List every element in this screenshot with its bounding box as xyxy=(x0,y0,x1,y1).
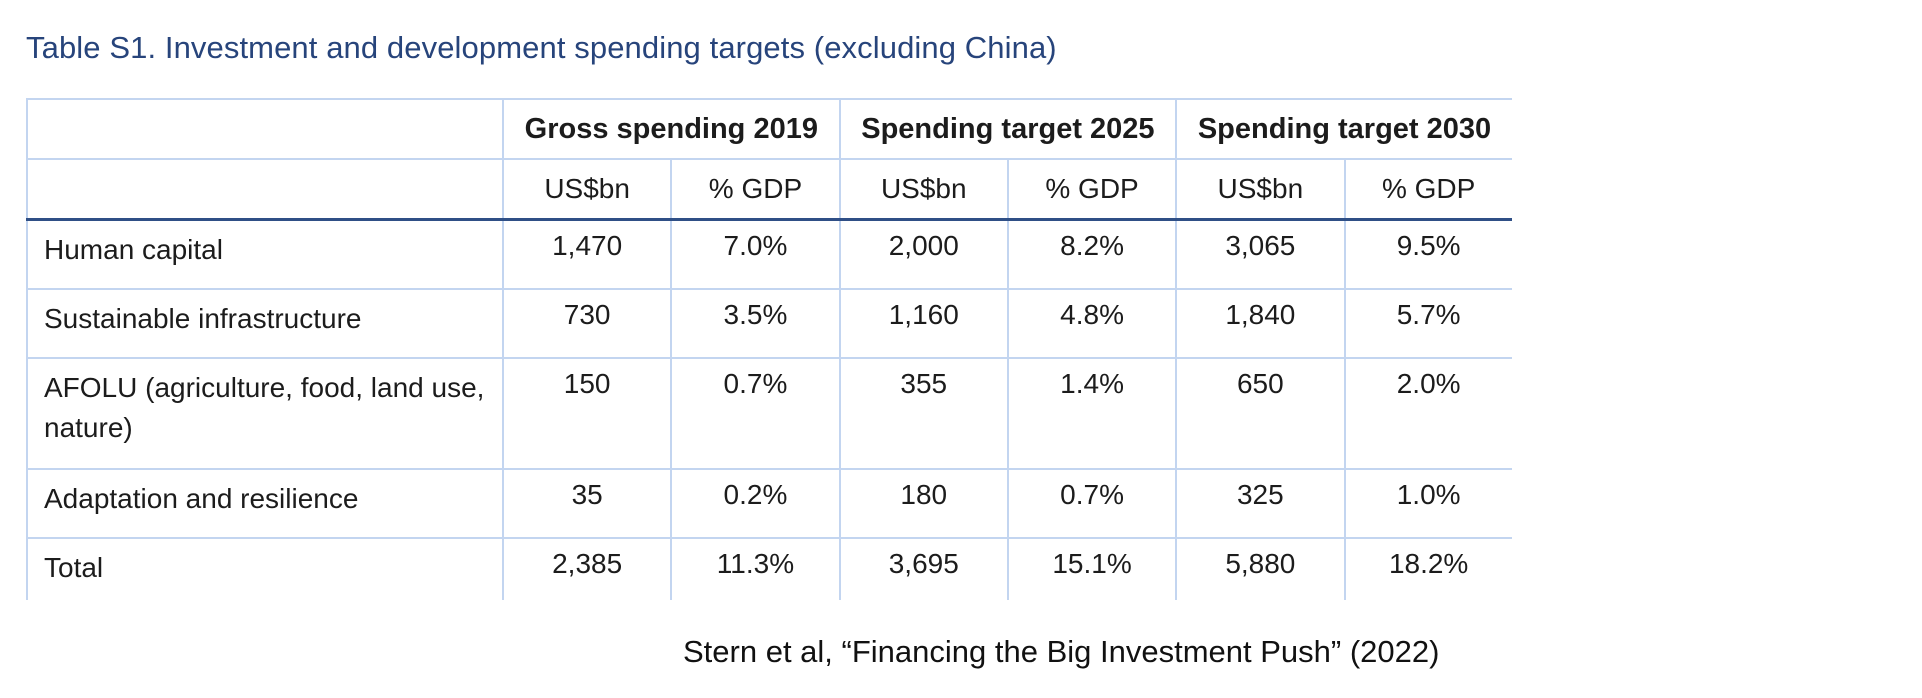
cell-value: 3,695 xyxy=(838,537,1009,600)
group-header-2030: Spending target 2030 xyxy=(1175,98,1512,160)
cell-value: 0.7% xyxy=(1006,468,1178,539)
table-title: Table S1. Investment and development spe… xyxy=(26,30,1057,65)
sub-header-gdp: % GDP xyxy=(1006,158,1178,221)
row-label: AFOLU (agriculture, food, land use, natu… xyxy=(26,357,504,470)
cell-value: 7.0% xyxy=(670,218,841,290)
sub-header-row: US$bn % GDP US$bn % GDP US$bn % GDP xyxy=(26,158,1512,221)
cell-value: 4.8% xyxy=(1006,288,1178,359)
cell-value: 5,880 xyxy=(1175,537,1346,600)
cell-value: 2,385 xyxy=(501,537,673,600)
cell-value: 355 xyxy=(838,357,1009,470)
cell-value: 1.4% xyxy=(1006,357,1178,470)
cell-value: 180 xyxy=(838,468,1009,539)
spending-table-container: Gross spending 2019 Spending target 2025… xyxy=(26,98,1512,600)
cell-value: 8.2% xyxy=(1006,218,1178,290)
cell-value: 0.7% xyxy=(670,357,841,470)
cell-value: 2.0% xyxy=(1343,357,1512,470)
total-row: Total 2,385 11.3% 3,695 15.1% 5,880 18.2… xyxy=(26,537,1512,600)
cell-value: 1.0% xyxy=(1343,468,1512,539)
source-citation: Stern et al, “Financing the Big Investme… xyxy=(683,634,1440,669)
table-row: Sustainable infrastructure 730 3.5% 1,16… xyxy=(26,288,1512,359)
row-label: Total xyxy=(26,537,504,600)
cell-value: 5.7% xyxy=(1343,288,1512,359)
cell-value: 650 xyxy=(1175,357,1346,470)
cell-value: 0.2% xyxy=(670,468,841,539)
row-label: Human capital xyxy=(26,218,504,290)
cell-value: 35 xyxy=(501,468,673,539)
row-label: Sustainable infrastructure xyxy=(26,288,504,359)
table-row: Adaptation and resilience 35 0.2% 180 0.… xyxy=(26,468,1512,539)
cell-value: 3.5% xyxy=(670,288,841,359)
row-label: Adaptation and resilience xyxy=(26,468,504,539)
cell-value: 3,065 xyxy=(1175,218,1346,290)
cell-value: 1,470 xyxy=(501,218,673,290)
group-header-2025: Spending target 2025 xyxy=(838,98,1178,160)
sub-header-gdp: % GDP xyxy=(670,158,841,221)
table-row: Human capital 1,470 7.0% 2,000 8.2% 3,06… xyxy=(26,218,1512,290)
cell-value: 9.5% xyxy=(1343,218,1512,290)
cell-value: 2,000 xyxy=(838,218,1009,290)
cell-value: 11.3% xyxy=(670,537,841,600)
cell-value: 1,840 xyxy=(1175,288,1346,359)
cell-value: 1,160 xyxy=(838,288,1009,359)
sub-header-usbn: US$bn xyxy=(501,158,673,221)
spending-targets-table: Gross spending 2019 Spending target 2025… xyxy=(26,98,1512,600)
group-header-2019: Gross spending 2019 xyxy=(502,98,841,160)
cell-value: 150 xyxy=(501,357,673,470)
cell-value: 18.2% xyxy=(1343,537,1512,600)
cell-value: 325 xyxy=(1175,468,1346,539)
sub-header-usbn: US$bn xyxy=(1175,158,1346,221)
cell-value: 730 xyxy=(501,288,673,359)
sub-header-gdp: % GDP xyxy=(1343,158,1512,221)
empty-subheader-cell xyxy=(26,158,504,221)
cell-value: 15.1% xyxy=(1006,537,1178,600)
sub-header-usbn: US$bn xyxy=(838,158,1009,221)
group-header-row: Gross spending 2019 Spending target 2025… xyxy=(26,98,1512,160)
empty-header-cell xyxy=(26,98,504,160)
table-row: AFOLU (agriculture, food, land use, natu… xyxy=(26,357,1512,470)
